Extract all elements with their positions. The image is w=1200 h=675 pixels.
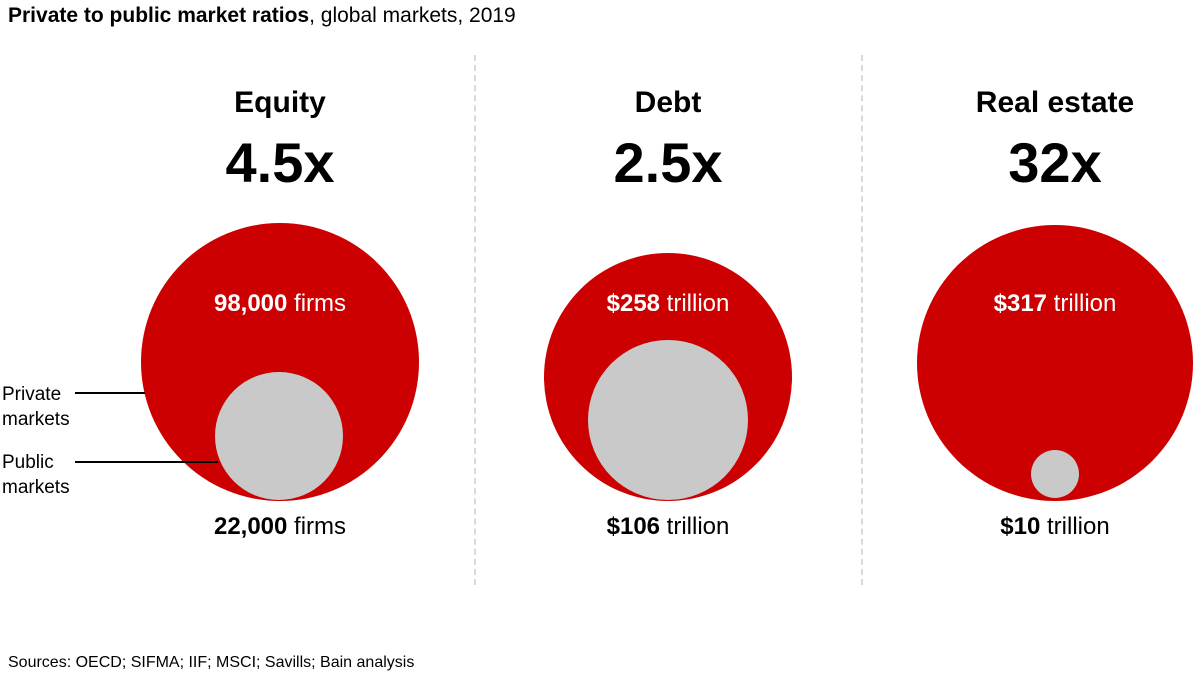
ratio-value: 2.5x <box>613 131 723 194</box>
public-bubble <box>588 340 748 500</box>
category-label: Real estate <box>975 86 1135 119</box>
public-value-label: 22,000 firms <box>213 513 347 540</box>
private-value-label: $258 trillion <box>606 290 730 317</box>
legend-public-line <box>75 461 218 463</box>
private-value-label: 98,000 firms <box>213 290 347 317</box>
legend-private-label: Private markets <box>2 384 70 430</box>
panel-divider-1 <box>474 55 476 585</box>
ratio-value: 4.5x <box>225 131 335 194</box>
private-value-label: $317 trillion <box>993 290 1117 317</box>
page-title-regular: , global markets, 2019 <box>309 4 516 27</box>
category-label: Equity <box>234 86 326 119</box>
legend-public-label: Public markets <box>2 452 70 498</box>
public-value-label: $106 trillion <box>606 513 730 540</box>
page-title: Private to public market ratios, global … <box>8 3 516 29</box>
legend-private-line <box>75 392 145 394</box>
ratio-value: 32x <box>1008 131 1102 194</box>
public-bubble <box>215 372 343 500</box>
panel-divider-2 <box>861 55 863 585</box>
public-bubble <box>1031 450 1079 498</box>
category-label: Debt <box>634 86 702 119</box>
sources-note: Sources: OECD; SIFMA; IIF; MSCI; Savills… <box>8 654 415 671</box>
page-title-bold: Private to public market ratios <box>8 4 310 27</box>
public-value-label: $10 trillion <box>1000 513 1110 540</box>
